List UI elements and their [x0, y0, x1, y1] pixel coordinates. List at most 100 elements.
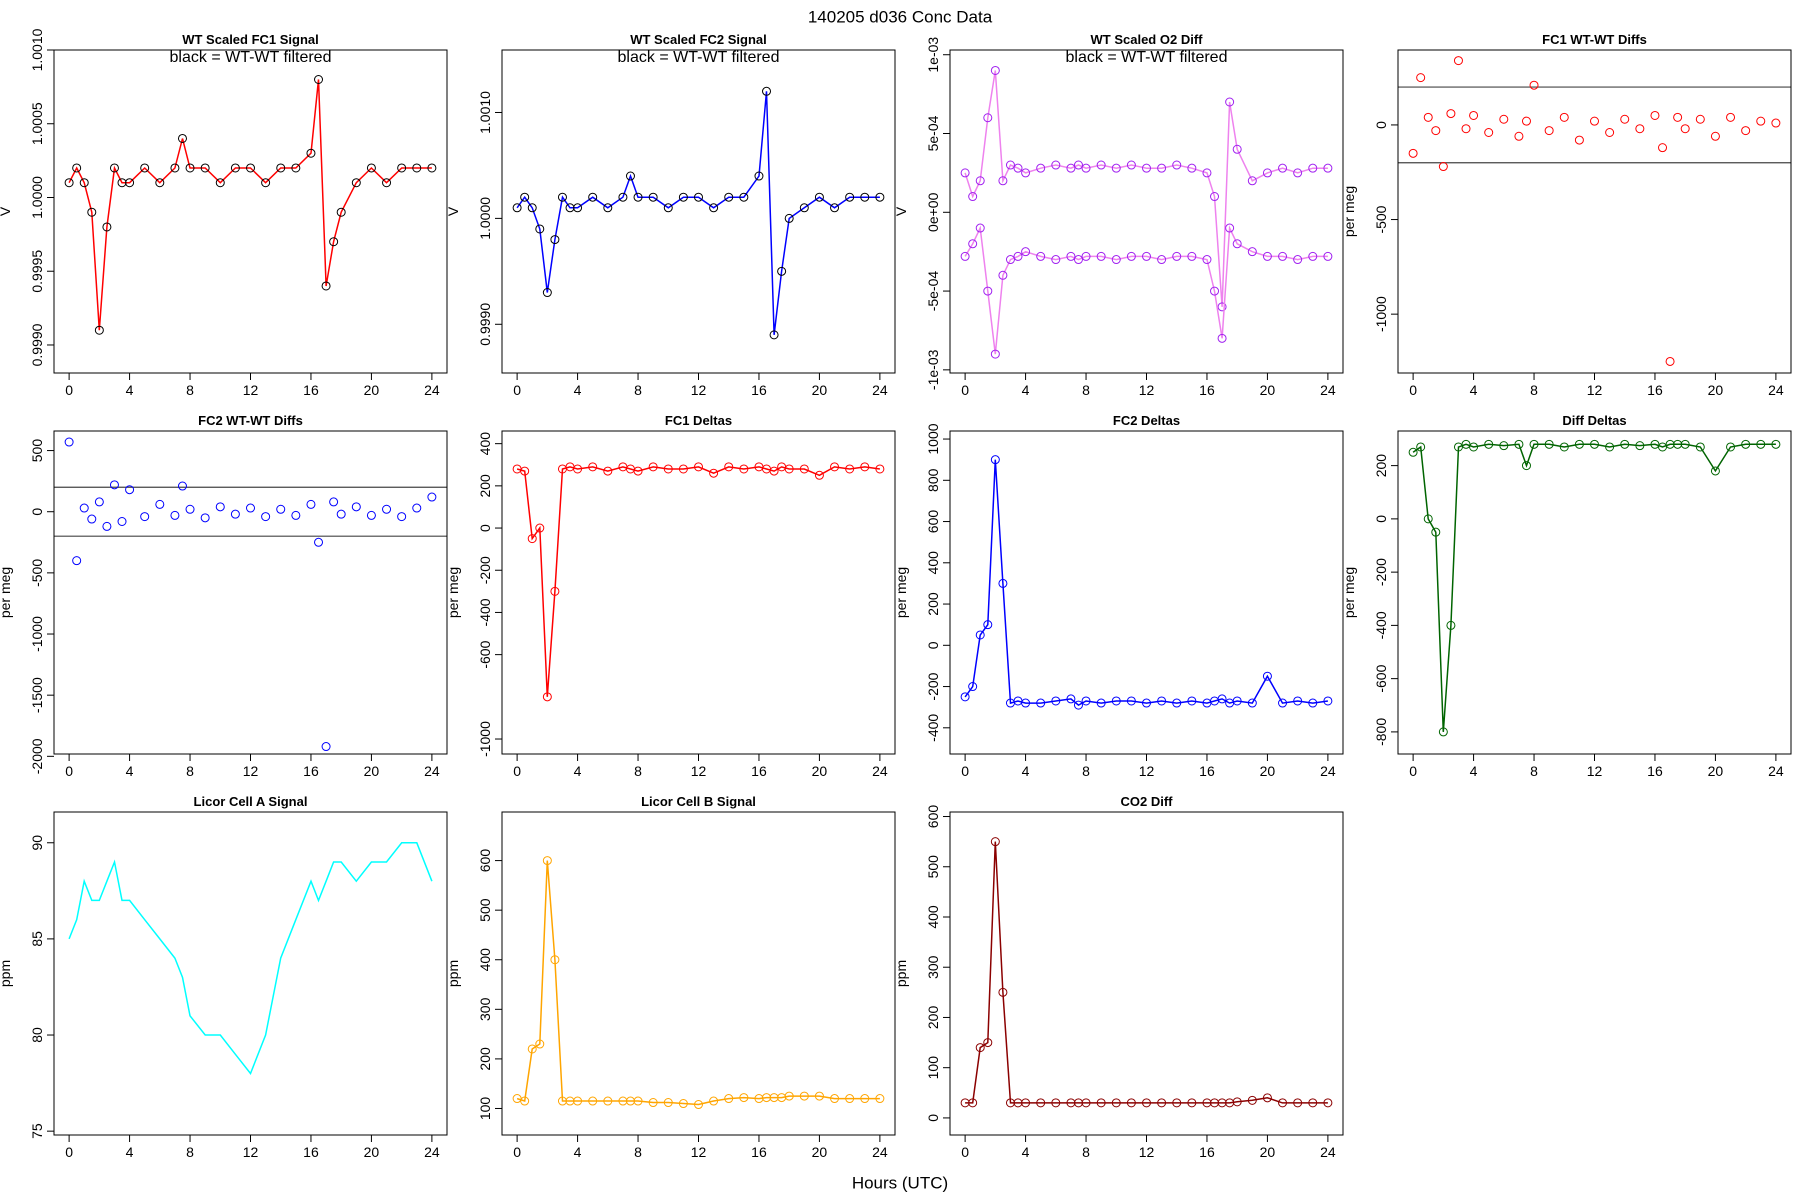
data-point: [633, 1096, 643, 1106]
plot-frame: [53, 49, 448, 374]
panel: CO2 Diff ppm 0 4 8 12 16 20 24 0 100 200 300 400 500 60…: [893, 794, 1344, 1160]
data-point: [990, 349, 1000, 359]
x-tick-label: 24: [1768, 763, 1784, 779]
data-point: [109, 480, 119, 490]
data-point: [739, 192, 749, 202]
data-point: [72, 163, 82, 173]
data-point: [1665, 356, 1675, 366]
data-point: [1323, 696, 1333, 706]
x-tick-label: 24: [1320, 1144, 1336, 1160]
data-point: [276, 504, 286, 514]
x-tick-label: 8: [186, 382, 194, 398]
x-tick-label: 4: [1022, 763, 1030, 779]
panel-title: Diff Deltas: [1562, 413, 1626, 428]
data-point: [830, 462, 840, 472]
data-point: [968, 192, 978, 202]
data-point: [155, 178, 165, 188]
data-point: [1620, 114, 1630, 124]
data-point: [87, 514, 97, 524]
x-tick-label: 8: [1530, 382, 1538, 398]
panel-title: WT Scaled FC2 Signal: [630, 32, 767, 47]
x-tick-label: 8: [1082, 382, 1090, 398]
data-point: [1726, 112, 1736, 122]
series-line: [516, 466, 881, 697]
x-tick-label: 0: [1409, 763, 1417, 779]
data-point: [1635, 441, 1645, 451]
y-tick-label: -400: [925, 714, 941, 742]
data-point: [306, 499, 316, 509]
data-point: [512, 203, 522, 213]
data-point: [1278, 698, 1288, 708]
data-point: [1187, 251, 1197, 261]
data-point: [573, 464, 583, 474]
data-point: [1217, 333, 1227, 343]
plot-area: [64, 74, 437, 335]
data-point: [968, 682, 978, 692]
y-tick-label: 400: [925, 905, 941, 929]
data-point: [1172, 251, 1182, 261]
data-point: [1521, 116, 1531, 126]
x-tick-label: 12: [243, 763, 259, 779]
data-point: [125, 178, 135, 188]
data-point: [724, 192, 734, 202]
x-tick-label: 12: [1139, 763, 1155, 779]
panel: FC1 WT-WT Diffs per meg 0 4 8 12 16 20 24 -1000 -5…: [1341, 32, 1792, 398]
data-point: [709, 1096, 719, 1106]
y-tick-label: 0.9995: [29, 250, 45, 293]
data-point: [648, 462, 658, 472]
data-point: [1013, 251, 1023, 261]
y-tick-label: -600: [1373, 664, 1389, 692]
series-line: [68, 842, 433, 1075]
x-tick-label: 20: [364, 763, 380, 779]
data-point: [633, 466, 643, 476]
data-point: [573, 1096, 583, 1106]
data-point: [875, 192, 885, 202]
x-tick-label: 20: [1260, 382, 1276, 398]
data-point: [170, 510, 180, 520]
x-tick-label: 8: [186, 1144, 194, 1160]
y-tick-label: -500: [29, 559, 45, 587]
data-point: [998, 270, 1008, 280]
data-point: [1293, 696, 1303, 706]
data-point: [542, 692, 552, 702]
y-tick-label: 0e+00: [925, 192, 941, 232]
x-tick-label: 8: [1082, 1144, 1090, 1160]
data-point: [427, 163, 437, 173]
data-point: [261, 512, 271, 522]
x-tick-label: 12: [691, 1144, 707, 1160]
data-point: [125, 485, 135, 495]
data-point: [185, 163, 195, 173]
plot-frame: [501, 811, 896, 1136]
data-point: [1544, 126, 1554, 136]
data-point: [603, 1096, 613, 1106]
x-tick-label: 16: [303, 763, 319, 779]
data-point: [1323, 251, 1333, 261]
data-point: [769, 466, 779, 476]
data-point: [1423, 514, 1433, 524]
data-point: [1005, 160, 1015, 170]
data-point: [1529, 80, 1539, 90]
data-point: [739, 1093, 749, 1103]
data-point: [1484, 128, 1494, 138]
y-tick-label: -600: [477, 640, 493, 668]
plot-frame: [501, 430, 896, 755]
data-point: [588, 192, 598, 202]
data-point: [1021, 247, 1031, 257]
y-tick-label: 600: [925, 510, 941, 534]
data-point: [1036, 163, 1046, 173]
data-point: [709, 203, 719, 213]
data-point: [185, 504, 195, 514]
panel: Diff Deltas per meg 0 4 8 12 16 20 24 -800 -600 -40…: [1341, 413, 1792, 779]
x-tick-label: 16: [1199, 1144, 1215, 1160]
x-tick-label: 24: [872, 382, 888, 398]
data-point: [102, 521, 112, 531]
data-point: [1172, 1098, 1182, 1108]
data-point: [709, 468, 719, 478]
y-axis-label: per meg: [445, 567, 461, 618]
data-point: [291, 510, 301, 520]
data-point: [382, 504, 392, 514]
panel-title: FC2 Deltas: [1113, 413, 1180, 428]
x-tick-label: 0: [961, 763, 969, 779]
data-point: [875, 1094, 885, 1104]
data-point: [1051, 160, 1061, 170]
